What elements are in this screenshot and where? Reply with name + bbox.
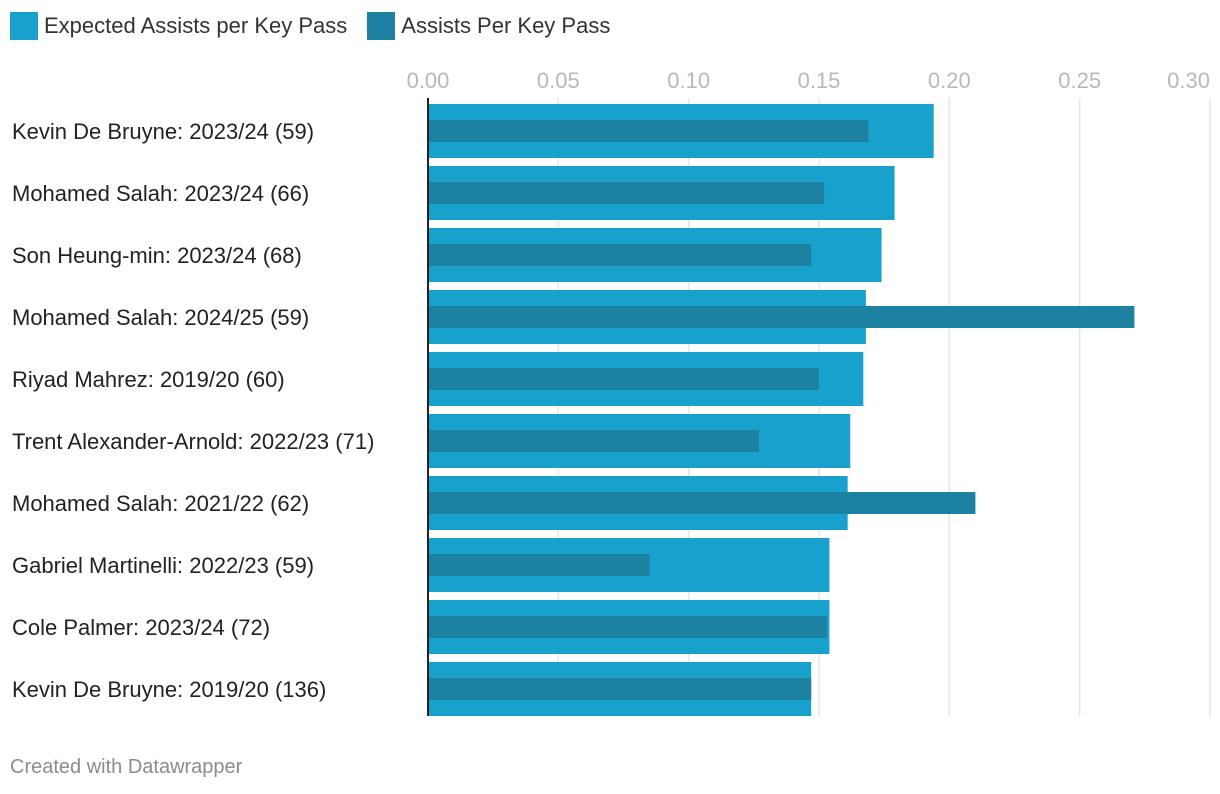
bar-assists-per-key-pass — [428, 678, 812, 700]
legend-label-xa: Expected Assists per Key Pass — [44, 13, 348, 38]
row-label: Trent Alexander-Arnold: 2022/23 (71) — [12, 429, 374, 454]
x-tick-label: 0.10 — [667, 68, 710, 93]
x-tick-label: 0.00 — [407, 68, 450, 93]
x-tick-label: 0.20 — [928, 68, 971, 93]
row-label: Gabriel Martinelli: 2022/23 (59) — [12, 553, 314, 578]
bar-assists-per-key-pass — [428, 368, 819, 390]
row-label: Mohamed Salah: 2023/24 (66) — [12, 181, 309, 206]
x-tick-label: 0.25 — [1058, 68, 1101, 93]
bar-assists-per-key-pass — [428, 306, 1135, 328]
bars — [428, 104, 1135, 716]
bar-assists-per-key-pass — [428, 182, 825, 204]
x-tick-label: 0.15 — [798, 68, 841, 93]
x-tick-label: 0.30 — [1167, 68, 1210, 93]
legend-swatch-apk — [367, 12, 396, 40]
row-label: Riyad Mahrez: 2019/20 (60) — [12, 367, 285, 392]
bar-assists-per-key-pass — [428, 430, 760, 452]
row-label: Son Heung-min: 2023/24 (68) — [12, 243, 302, 268]
row-label: Cole Palmer: 2023/24 (72) — [12, 615, 270, 640]
bar-assists-per-key-pass — [428, 492, 976, 514]
bar-chart: 0.00 0.05 0.10 0.15 0.20 0.25 0.30 Kevin De Br… — [12, 68, 1211, 716]
row-label: Kevin De Bruyne: 2019/20 (136) — [12, 677, 326, 702]
row-label: Kevin De Bruyne: 2023/24 (59) — [12, 119, 314, 144]
legend-item-xa: Expected Assists per Key Pass — [10, 12, 347, 40]
x-tick-label: 0.05 — [537, 68, 580, 93]
bar-assists-per-key-pass — [428, 616, 827, 638]
row-label: Mohamed Salah: 2021/22 (62) — [12, 491, 309, 516]
row-labels: Kevin De Bruyne: 2023/24 (59) Mohamed Sal… — [12, 119, 374, 702]
row-label: Mohamed Salah: 2024/25 (59) — [12, 305, 309, 330]
bar-assists-per-key-pass — [428, 244, 812, 266]
credit-text: Created with Datawrapper — [10, 756, 243, 778]
bar-assists-per-key-pass — [428, 120, 869, 142]
legend-swatch-xa — [10, 12, 38, 40]
legend-label-apk: Assists Per Key Pass — [401, 13, 611, 38]
legend-item-apk: Assists Per Key Pass — [367, 12, 610, 40]
legend: Expected Assists per Key Pass Assists Pe… — [10, 12, 610, 40]
bar-assists-per-key-pass — [428, 554, 650, 576]
x-axis-ticks: 0.00 0.05 0.10 0.15 0.20 0.25 0.30 — [407, 68, 1210, 93]
